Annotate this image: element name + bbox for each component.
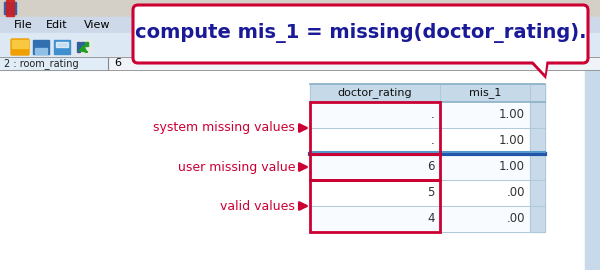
Text: .00: .00 [506, 187, 525, 200]
Bar [12, 40, 28, 48]
Bar [0, 70, 600, 270]
Bar [310, 154, 440, 180]
Text: Edit: Edit [46, 20, 68, 30]
Bar [310, 180, 440, 232]
Text: 6: 6 [114, 59, 121, 69]
Text: 2 : room_rating: 2 : room_rating [4, 58, 79, 69]
Bar [310, 102, 440, 128]
FancyBboxPatch shape [75, 40, 91, 54]
Text: valid values: valid values [220, 200, 295, 212]
Bar [0, 17, 600, 33]
Polygon shape [529, 57, 547, 74]
Bar [310, 128, 440, 154]
Bar [310, 180, 440, 206]
Text: 1.00: 1.00 [499, 109, 525, 122]
FancyBboxPatch shape [33, 40, 49, 54]
Bar [310, 84, 545, 102]
FancyBboxPatch shape [133, 5, 588, 63]
Bar [0, 33, 600, 58]
Text: .: . [431, 134, 435, 147]
Bar [440, 180, 530, 206]
Bar [0, 57, 600, 70]
Bar [530, 84, 545, 102]
Bar [0, 0, 600, 17]
Text: compute mis_1 = missing(doctor_rating).: compute mis_1 = missing(doctor_rating). [135, 23, 586, 43]
FancyBboxPatch shape [11, 39, 29, 55]
Text: .00: .00 [506, 212, 525, 225]
Bar [530, 154, 545, 180]
Bar [440, 102, 530, 128]
Text: *hospital.sav [] - II: *hospital.sav [] - II [430, 4, 526, 14]
Bar [440, 128, 530, 154]
Bar [56, 42, 68, 47]
Bar [440, 154, 530, 180]
Bar [585, 70, 600, 270]
Polygon shape [528, 58, 548, 76]
Text: .: . [431, 109, 435, 122]
Text: user missing value: user missing value [178, 160, 295, 174]
Bar [310, 154, 440, 180]
Bar [35, 48, 47, 54]
Text: 5: 5 [428, 187, 435, 200]
Bar [6, 0, 14, 16]
Text: View: View [84, 20, 110, 30]
Text: 4: 4 [427, 212, 435, 225]
Bar [530, 102, 545, 128]
Text: 1.00: 1.00 [499, 160, 525, 174]
Bar [85, 42, 88, 46]
Text: 6: 6 [427, 160, 435, 174]
Bar [0, 57, 108, 70]
FancyBboxPatch shape [54, 40, 70, 54]
Bar [81, 42, 84, 49]
Text: File: File [14, 20, 33, 30]
Bar [530, 206, 545, 232]
Text: 1.00: 1.00 [499, 134, 525, 147]
Bar [310, 206, 440, 232]
Text: mis_1: mis_1 [469, 87, 501, 99]
Bar [440, 206, 530, 232]
Bar [530, 180, 545, 206]
Bar [310, 102, 440, 154]
Bar [530, 128, 545, 154]
Bar [4, 2, 16, 14]
Text: system missing values: system missing values [153, 122, 295, 134]
Bar [77, 42, 80, 52]
Text: doctor_rating: doctor_rating [338, 87, 412, 99]
